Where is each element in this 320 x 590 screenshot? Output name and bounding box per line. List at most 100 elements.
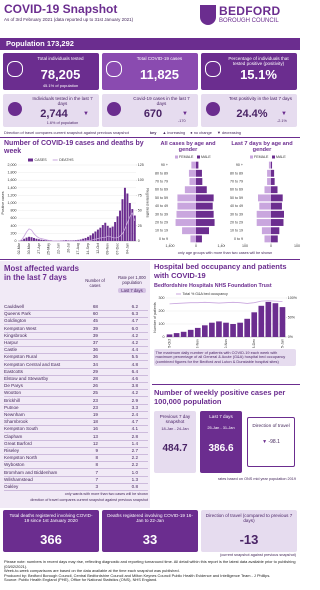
bar bbox=[259, 202, 271, 210]
y-tick-label: 200 bbox=[159, 309, 165, 313]
card-icon bbox=[107, 102, 121, 116]
ward-cases: 18 bbox=[92, 419, 98, 425]
wards-note: direction of travel compares current sna… bbox=[30, 498, 148, 502]
x-tick-label: 02-Nov bbox=[196, 339, 200, 348]
ward-cases: 36 bbox=[92, 347, 98, 353]
ward-row: Kempston West 39 6.0 bbox=[4, 325, 148, 333]
card-icon bbox=[8, 102, 22, 116]
card-sub: 45.1% of population bbox=[42, 83, 79, 88]
legend-label: Total % G&A bed occupancy bbox=[183, 292, 229, 296]
ward-name: Kempston North bbox=[4, 455, 38, 461]
ward-rate: 2.8 bbox=[131, 433, 138, 439]
ward-row: Wyboston 8 2.2 bbox=[4, 461, 148, 470]
ward-cases: 23 bbox=[92, 397, 98, 403]
direction-label: Direction of travel bbox=[252, 424, 290, 429]
card-icon bbox=[205, 61, 221, 77]
bar bbox=[126, 193, 129, 241]
ward-name: Kempston Rural bbox=[4, 354, 37, 360]
age-label: 0 to 9 bbox=[234, 237, 243, 241]
bar bbox=[196, 178, 203, 185]
x-tick-label: 17-Aug bbox=[76, 243, 80, 255]
x-tick-label: 100 bbox=[294, 244, 300, 248]
y-tick-label: 200 bbox=[11, 231, 17, 235]
ward-name: Kempston South bbox=[4, 426, 38, 432]
bar bbox=[191, 161, 196, 169]
ward-rate: 4.7 bbox=[131, 419, 138, 425]
ward-cases: 29 bbox=[92, 368, 98, 374]
y2-tick-label: 50% bbox=[288, 315, 296, 319]
x-tick-label: 27-Apr bbox=[37, 242, 41, 254]
bar bbox=[101, 225, 104, 241]
card-icon bbox=[206, 102, 220, 116]
ward-rate: 4.4 bbox=[131, 347, 138, 353]
ward-row: Oakley 3 0.8 bbox=[4, 483, 148, 491]
bar bbox=[272, 303, 279, 337]
weekly-card: Individuals tested in the last 7 days 2,7… bbox=[3, 94, 99, 127]
bar bbox=[119, 210, 122, 241]
age-label: 60 to 69 bbox=[155, 188, 168, 192]
card-value: 33 bbox=[142, 532, 158, 547]
deaths-card: Direction of travel (compared to previou… bbox=[201, 510, 297, 552]
ward-row: Kempston South 16 4.1 bbox=[4, 425, 148, 434]
age-label: 20 to 29 bbox=[230, 220, 243, 224]
bar bbox=[77, 239, 80, 241]
bar bbox=[111, 226, 114, 241]
ward-cases: 8 bbox=[95, 455, 98, 461]
period-header: Last 7 days bbox=[118, 288, 146, 293]
weekly-card: Test positivity in the last 7 days 24.4% ▼… bbox=[201, 94, 297, 127]
legend-label: CASES bbox=[35, 158, 48, 162]
ward-name: Kempston Central and East bbox=[4, 361, 61, 367]
ward-row: De Parys 26 3.8 bbox=[4, 382, 148, 391]
ward-rate: 4.7 bbox=[131, 318, 138, 324]
footer-line: Please note: numbers in recent days may … bbox=[4, 559, 296, 569]
bar bbox=[196, 161, 199, 169]
x-tick-label: 12-Oct bbox=[96, 243, 100, 254]
age-label: 90 + bbox=[161, 163, 168, 167]
bar bbox=[190, 235, 196, 243]
ward-name: De Parys bbox=[4, 383, 23, 389]
key-note: Direction of travel compares current sna… bbox=[4, 130, 129, 135]
x-tick-label: 20-Jul bbox=[66, 243, 70, 253]
card-arrow: ▼ bbox=[182, 111, 188, 117]
cases-header: Number of cases bbox=[85, 278, 105, 288]
age-label: 0 to 9 bbox=[159, 237, 168, 241]
ward-cases: 8 bbox=[95, 462, 98, 468]
ward-name: Wilshamstead bbox=[4, 476, 33, 482]
y-tick-label: 100 bbox=[159, 322, 165, 326]
card-sub: 1.6% of population bbox=[46, 121, 79, 125]
logo: BEDFORD BOROUGH COUNCIL bbox=[200, 3, 296, 33]
previous-box: Previous 7 day snapshot 18-Jan - 24-Jan … bbox=[154, 411, 196, 473]
line bbox=[169, 300, 283, 305]
legend-swatch bbox=[272, 155, 275, 159]
ward-name: Sharnbrook bbox=[4, 419, 28, 425]
key-down: decreasing bbox=[221, 130, 241, 135]
ward-rate: 4.2 bbox=[131, 340, 138, 345]
bar bbox=[271, 194, 283, 202]
ward-rate: 2.4 bbox=[131, 412, 138, 417]
ward-rate: 5.5 bbox=[131, 354, 138, 360]
ward-row: Kempston North 8 2.2 bbox=[4, 454, 148, 463]
bar bbox=[180, 331, 187, 337]
age-label: 40 to 49 bbox=[155, 204, 168, 208]
bar bbox=[271, 202, 282, 210]
bar bbox=[237, 322, 243, 337]
bar bbox=[264, 235, 271, 243]
bar bbox=[133, 215, 136, 241]
hospital-caption: The maximum daily number of patients wit… bbox=[154, 349, 296, 366]
bar bbox=[74, 240, 77, 241]
pyramid-chart: 100 0 100 90 + 80 to 89 70 to 79 60 to 69 50 to… bbox=[230, 155, 300, 248]
y2-tick-label: 125 bbox=[138, 163, 144, 167]
ward-row: Goldington 45 4.7 bbox=[4, 317, 148, 326]
divider bbox=[0, 137, 300, 138]
ward-row: Castle 36 4.4 bbox=[4, 346, 148, 355]
bar bbox=[196, 210, 214, 218]
x-tick-label: 0 bbox=[270, 244, 272, 248]
x-tick-label: 100 bbox=[242, 244, 248, 248]
ward-rate: 2.9 bbox=[131, 397, 138, 403]
ward-name: Bromham and Biddenham bbox=[4, 469, 58, 475]
ward-name: Great Barford bbox=[4, 440, 32, 446]
ward-name: Cauldwell bbox=[4, 304, 24, 309]
line bbox=[19, 212, 136, 242]
ward-rate: 6.3 bbox=[131, 311, 138, 317]
bar bbox=[40, 239, 43, 241]
